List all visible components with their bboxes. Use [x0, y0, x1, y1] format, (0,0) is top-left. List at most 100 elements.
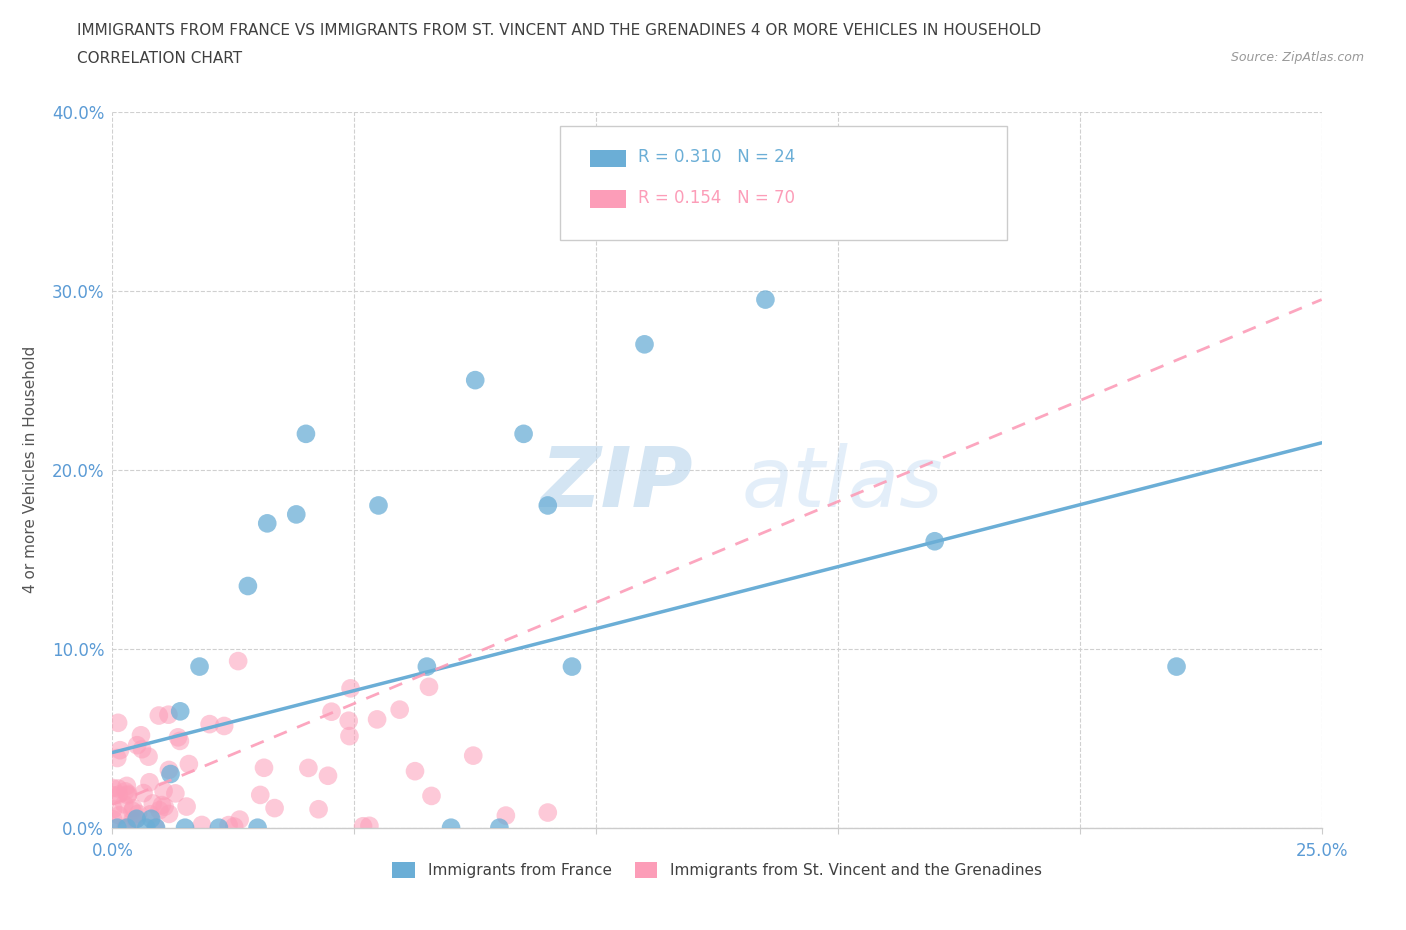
Point	[226, 654, 249, 669]
Point	[169, 704, 191, 719]
Point	[366, 712, 388, 727]
Point	[139, 807, 162, 822]
Text: CORRELATION CHART: CORRELATION CHART	[77, 51, 242, 66]
Legend: Immigrants from France, Immigrants from St. Vincent and the Grenadines: Immigrants from France, Immigrants from …	[387, 857, 1047, 884]
Point	[249, 788, 271, 803]
Point	[176, 799, 198, 814]
Point	[125, 812, 148, 827]
Point	[359, 818, 381, 833]
Point	[108, 743, 131, 758]
Point	[316, 768, 339, 783]
Bar	[591, 191, 626, 208]
Point	[148, 708, 170, 723]
Point	[157, 763, 180, 777]
Point	[297, 761, 319, 776]
Point	[114, 820, 136, 835]
Y-axis label: 4 or more Vehicles in Household: 4 or more Vehicles in Household	[22, 346, 38, 593]
Point	[105, 820, 128, 835]
Point	[236, 578, 259, 593]
Point	[122, 801, 145, 816]
Point	[339, 681, 361, 696]
Point	[138, 775, 160, 790]
Point	[495, 808, 517, 823]
Point	[246, 820, 269, 835]
Point	[114, 784, 136, 799]
Point	[153, 799, 176, 814]
Point	[127, 806, 149, 821]
Point	[125, 811, 148, 826]
FancyBboxPatch shape	[560, 126, 1007, 241]
Point	[404, 764, 426, 778]
Point	[463, 749, 485, 764]
Point	[561, 659, 583, 674]
Point	[754, 292, 776, 307]
Point	[337, 713, 360, 728]
Point	[107, 715, 129, 730]
Point	[295, 426, 318, 442]
Point	[115, 820, 138, 835]
Point	[145, 820, 167, 835]
Point	[321, 704, 343, 719]
Point	[105, 751, 128, 765]
Point	[177, 757, 200, 772]
Point	[440, 820, 463, 835]
Point	[188, 659, 211, 674]
Point	[537, 805, 560, 820]
Point	[115, 778, 138, 793]
Point	[191, 817, 214, 832]
Point	[152, 783, 174, 798]
Point	[339, 729, 361, 744]
Point	[141, 811, 163, 826]
Text: Source: ZipAtlas.com: Source: ZipAtlas.com	[1230, 51, 1364, 64]
Point	[218, 817, 240, 832]
Bar	[591, 150, 626, 167]
Point	[388, 702, 411, 717]
Point	[121, 804, 143, 818]
Point	[420, 789, 443, 804]
Point	[108, 808, 131, 823]
Point	[131, 742, 153, 757]
Point	[633, 337, 655, 352]
Point	[537, 498, 560, 513]
Point	[308, 802, 330, 817]
Point	[121, 813, 143, 828]
Point	[101, 780, 124, 795]
Point	[103, 802, 125, 817]
Point	[142, 796, 165, 811]
Text: IMMIGRANTS FROM FRANCE VS IMMIGRANTS FROM ST. VINCENT AND THE GRENADINES 4 OR MO: IMMIGRANTS FROM FRANCE VS IMMIGRANTS FRO…	[77, 23, 1042, 38]
Point	[127, 737, 149, 752]
Point	[103, 788, 125, 803]
Point	[418, 680, 440, 695]
Point	[135, 820, 157, 835]
Point	[129, 728, 152, 743]
Point	[367, 498, 389, 513]
Point	[488, 820, 510, 835]
Point	[157, 806, 180, 821]
Point	[228, 812, 250, 827]
Point	[464, 373, 486, 388]
Point	[224, 819, 246, 834]
Point	[165, 786, 187, 801]
Point	[285, 507, 308, 522]
Point	[1166, 659, 1188, 674]
Point	[132, 786, 155, 801]
Text: ZIP: ZIP	[540, 444, 693, 525]
Point	[150, 798, 173, 813]
Point	[145, 820, 167, 835]
Point	[416, 659, 439, 674]
Point	[212, 719, 235, 734]
Point	[138, 750, 160, 764]
Point	[198, 717, 221, 732]
Text: atlas: atlas	[741, 444, 943, 525]
Point	[117, 788, 139, 803]
Point	[117, 787, 139, 802]
Point	[174, 820, 197, 835]
Point	[107, 781, 129, 796]
Point	[512, 426, 534, 442]
Point	[101, 812, 124, 827]
Point	[159, 766, 181, 781]
Point	[924, 534, 946, 549]
Point	[167, 730, 190, 745]
Point	[108, 787, 131, 802]
Point	[112, 797, 135, 812]
